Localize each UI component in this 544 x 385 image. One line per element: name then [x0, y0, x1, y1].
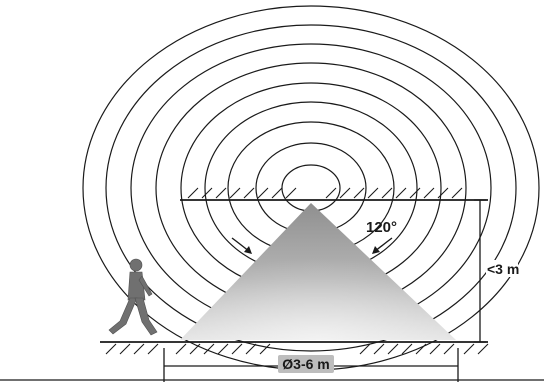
ceiling: [180, 187, 488, 201]
detection-ring: [105, 24, 517, 352]
diameter-label-bg: [278, 355, 334, 373]
height-label: <3 m: [487, 261, 519, 277]
detection-cone: [180, 203, 456, 340]
angle-arrowhead-left: [244, 246, 252, 254]
angle-label: 120°: [366, 219, 397, 236]
diameter-label: Ø3-6 m: [282, 356, 329, 372]
walking-person-icon: [108, 258, 158, 336]
floor-hatch: [105, 343, 489, 355]
height-dimension: [474, 199, 486, 343]
floor: [100, 341, 489, 355]
ceiling-hatch: [187, 187, 463, 199]
angle-arrowhead-right: [372, 246, 380, 254]
angle-arrows: [231, 237, 393, 254]
height-label-bg: [486, 260, 518, 277]
